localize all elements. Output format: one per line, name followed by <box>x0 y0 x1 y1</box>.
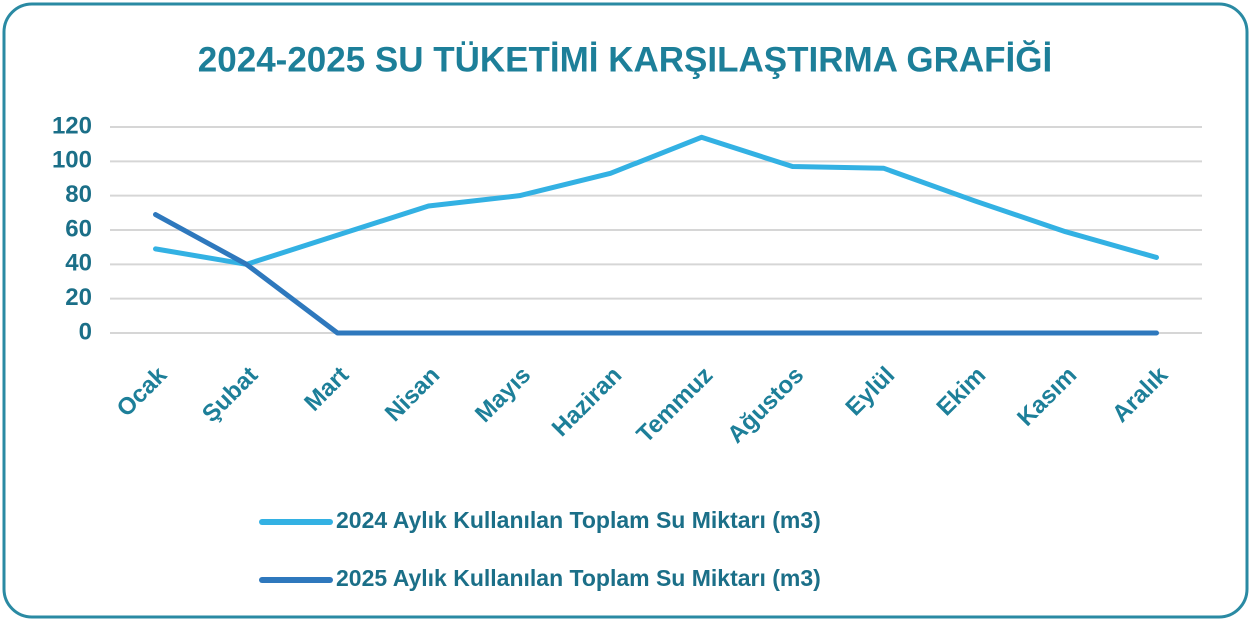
chart-title: 2024-2025 SU TÜKETİMİ KARŞILAŞTIRMA GRAF… <box>198 39 1052 79</box>
legend-label: 2024 Aylık Kullanılan Toplam Su Miktarı … <box>336 507 821 533</box>
legend-label: 2025 Aylık Kullanılan Toplam Su Miktarı … <box>336 565 821 591</box>
y-tick-label: 20 <box>65 284 92 311</box>
y-tick-label: 60 <box>65 215 92 242</box>
y-tick-label: 80 <box>65 181 92 208</box>
series-line <box>153 134 1159 267</box>
y-tick-label: 40 <box>65 250 92 277</box>
series-line <box>153 212 1159 336</box>
y-tick-label: 100 <box>52 147 92 174</box>
y-tick-label: 0 <box>79 318 92 345</box>
y-tick-label: 120 <box>52 112 92 139</box>
